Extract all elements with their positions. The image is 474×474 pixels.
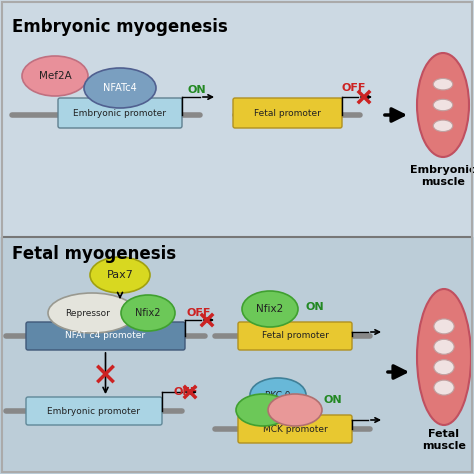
Ellipse shape: [268, 394, 322, 426]
Text: Embryonic promoter: Embryonic promoter: [73, 109, 166, 118]
Ellipse shape: [434, 339, 454, 354]
Ellipse shape: [84, 68, 156, 108]
Text: OFF: OFF: [174, 387, 198, 397]
Ellipse shape: [250, 378, 306, 412]
Text: Fetal myogenesis: Fetal myogenesis: [12, 245, 176, 263]
Ellipse shape: [48, 293, 136, 333]
Text: ON: ON: [306, 302, 324, 312]
Text: Nfix2: Nfix2: [135, 308, 161, 318]
Text: PKC θ: PKC θ: [265, 391, 291, 400]
Ellipse shape: [90, 257, 150, 293]
Ellipse shape: [434, 319, 454, 334]
Ellipse shape: [434, 360, 454, 374]
Ellipse shape: [121, 295, 175, 331]
Ellipse shape: [417, 53, 469, 157]
Ellipse shape: [22, 56, 88, 96]
Ellipse shape: [434, 380, 454, 395]
Text: Embryonic promoter: Embryonic promoter: [47, 407, 140, 416]
Ellipse shape: [433, 120, 453, 131]
FancyBboxPatch shape: [26, 322, 185, 350]
Text: OFF: OFF: [187, 308, 211, 318]
FancyBboxPatch shape: [238, 322, 352, 350]
Text: Embryonic
muscle: Embryonic muscle: [410, 165, 474, 187]
Text: Embryonic myogenesis: Embryonic myogenesis: [12, 18, 228, 36]
Ellipse shape: [242, 291, 298, 327]
Text: Mef2A: Mef2A: [38, 71, 72, 81]
Text: Repressor: Repressor: [65, 309, 110, 318]
Ellipse shape: [417, 289, 471, 425]
Ellipse shape: [433, 99, 453, 111]
FancyBboxPatch shape: [26, 397, 162, 425]
Text: Fetal
muscle: Fetal muscle: [422, 429, 466, 451]
FancyBboxPatch shape: [238, 415, 352, 443]
FancyBboxPatch shape: [58, 98, 182, 128]
Text: NFATc4: NFATc4: [103, 83, 137, 93]
Text: MCK promoter: MCK promoter: [263, 425, 328, 434]
Text: Mef2A: Mef2A: [281, 405, 309, 414]
Text: Pax7: Pax7: [107, 270, 134, 280]
Bar: [0, 237, 474, 474]
Text: Nfix2: Nfix2: [256, 304, 283, 314]
Text: Fetal promoter: Fetal promoter: [262, 331, 328, 340]
Text: Nfix2: Nfix2: [251, 405, 275, 414]
Text: ON: ON: [188, 85, 206, 95]
Text: NFAT c4 promoter: NFAT c4 promoter: [65, 331, 146, 340]
Ellipse shape: [433, 79, 453, 90]
Ellipse shape: [236, 394, 290, 426]
Bar: [0, 0, 474, 237]
Text: OFF: OFF: [342, 83, 366, 93]
Text: ON: ON: [324, 395, 342, 405]
Text: Fetal promoter: Fetal promoter: [254, 109, 321, 118]
FancyBboxPatch shape: [233, 98, 342, 128]
